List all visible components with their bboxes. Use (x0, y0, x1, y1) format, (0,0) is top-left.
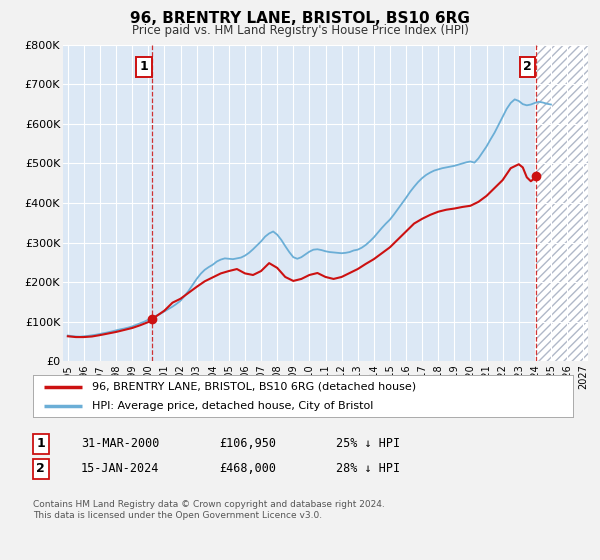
Text: 2: 2 (37, 462, 45, 475)
Text: 31-MAR-2000: 31-MAR-2000 (81, 437, 160, 450)
Text: 2: 2 (523, 60, 532, 73)
Bar (63, 45, 536, 361)
Text: 28% ↓ HPI: 28% ↓ HPI (336, 462, 400, 475)
Text: Price paid vs. HM Land Registry's House Price Index (HPI): Price paid vs. HM Land Registry's House … (131, 24, 469, 37)
Text: 96, BRENTRY LANE, BRISTOL, BS10 6RG: 96, BRENTRY LANE, BRISTOL, BS10 6RG (130, 11, 470, 26)
Text: 1: 1 (37, 437, 45, 450)
Text: Contains HM Land Registry data © Crown copyright and database right 2024.
This d: Contains HM Land Registry data © Crown c… (33, 500, 385, 520)
Text: HPI: Average price, detached house, City of Bristol: HPI: Average price, detached house, City… (92, 401, 374, 411)
Text: £106,950: £106,950 (219, 437, 276, 450)
Text: £468,000: £468,000 (219, 462, 276, 475)
Text: 1: 1 (140, 60, 149, 73)
Text: 96, BRENTRY LANE, BRISTOL, BS10 6RG (detached house): 96, BRENTRY LANE, BRISTOL, BS10 6RG (det… (92, 381, 416, 391)
Text: 15-JAN-2024: 15-JAN-2024 (81, 462, 160, 475)
Text: 25% ↓ HPI: 25% ↓ HPI (336, 437, 400, 450)
